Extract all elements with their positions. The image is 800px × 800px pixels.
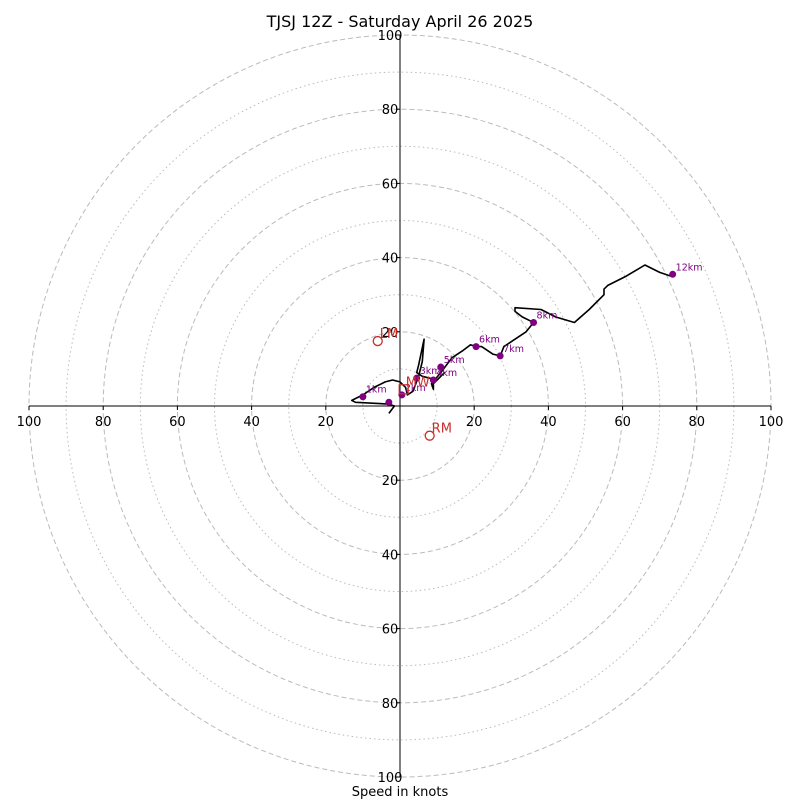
y-tick-label: 80 xyxy=(382,697,399,712)
height-marker-dot xyxy=(530,319,538,327)
axes xyxy=(29,35,771,777)
y-tick-label: 40 xyxy=(382,548,399,563)
height-marker-label: 12km xyxy=(676,262,703,273)
y-tick-label: 40 xyxy=(382,252,399,267)
height-marker-dot xyxy=(437,363,445,371)
height-marker-dot xyxy=(429,376,437,384)
x-tick-label: 80 xyxy=(95,415,112,430)
x-tick-label: 80 xyxy=(689,415,706,430)
height-marker-dot xyxy=(496,352,504,360)
y-tick-label: 20 xyxy=(382,326,399,341)
y-tick-label: 100 xyxy=(378,29,403,44)
mean-wind-marker xyxy=(398,384,409,395)
chart-title: TJSJ 12Z - Saturday April 26 2025 xyxy=(266,12,534,31)
x-tick-label: 20 xyxy=(318,415,335,430)
height-marker-label: 4km xyxy=(436,368,457,379)
x-tick-label: 40 xyxy=(540,415,557,430)
x-tick-label: 60 xyxy=(169,415,186,430)
height-marker-label: 2km xyxy=(405,383,426,394)
y-tick-label: 60 xyxy=(382,177,399,192)
storm-motion-marker xyxy=(372,335,383,347)
height-marker-label: 6km xyxy=(479,335,500,346)
height-marker-label: 1km xyxy=(366,385,387,396)
storm-motion-label: LM xyxy=(380,327,398,342)
x-axis-label: Speed in knots xyxy=(352,785,449,800)
y-tick-label: 100 xyxy=(378,771,403,786)
y-tick-label: 80 xyxy=(382,103,399,118)
x-tick-label: 40 xyxy=(243,415,260,430)
height-marker-label: 5km xyxy=(444,355,465,366)
height-marker-label: 3km xyxy=(420,366,441,377)
x-tick-label: 100 xyxy=(17,415,42,430)
height-marker-dot xyxy=(669,270,677,278)
height-marker-label: 7km xyxy=(503,344,524,355)
storm-motion-markers: LM MW RM xyxy=(372,327,452,441)
storm-motion-marker xyxy=(424,430,435,441)
y-tick-label: 20 xyxy=(382,474,399,489)
x-tick-label: 60 xyxy=(614,415,631,430)
height-marker-dot xyxy=(472,343,480,351)
hodograph-trace xyxy=(351,264,675,414)
y-tick-label: 60 xyxy=(382,623,399,638)
x-tick-label: 20 xyxy=(466,415,483,430)
height-marker-dot xyxy=(385,398,393,406)
hodograph-line xyxy=(351,264,675,414)
tick-labels: 100 100 80 80 60 60 40 40 20 20 20 20 40 40 60 60 80 80 10… xyxy=(17,29,784,786)
height-marker-dot xyxy=(413,374,421,382)
height-marker-dot xyxy=(398,391,406,399)
storm-motion-label: RM xyxy=(432,422,452,437)
storm-motion-label: MW xyxy=(406,375,430,390)
height-marker-dot xyxy=(359,393,367,401)
height-marker-label: 8km xyxy=(537,311,558,322)
x-tick-label: 100 xyxy=(759,415,784,430)
